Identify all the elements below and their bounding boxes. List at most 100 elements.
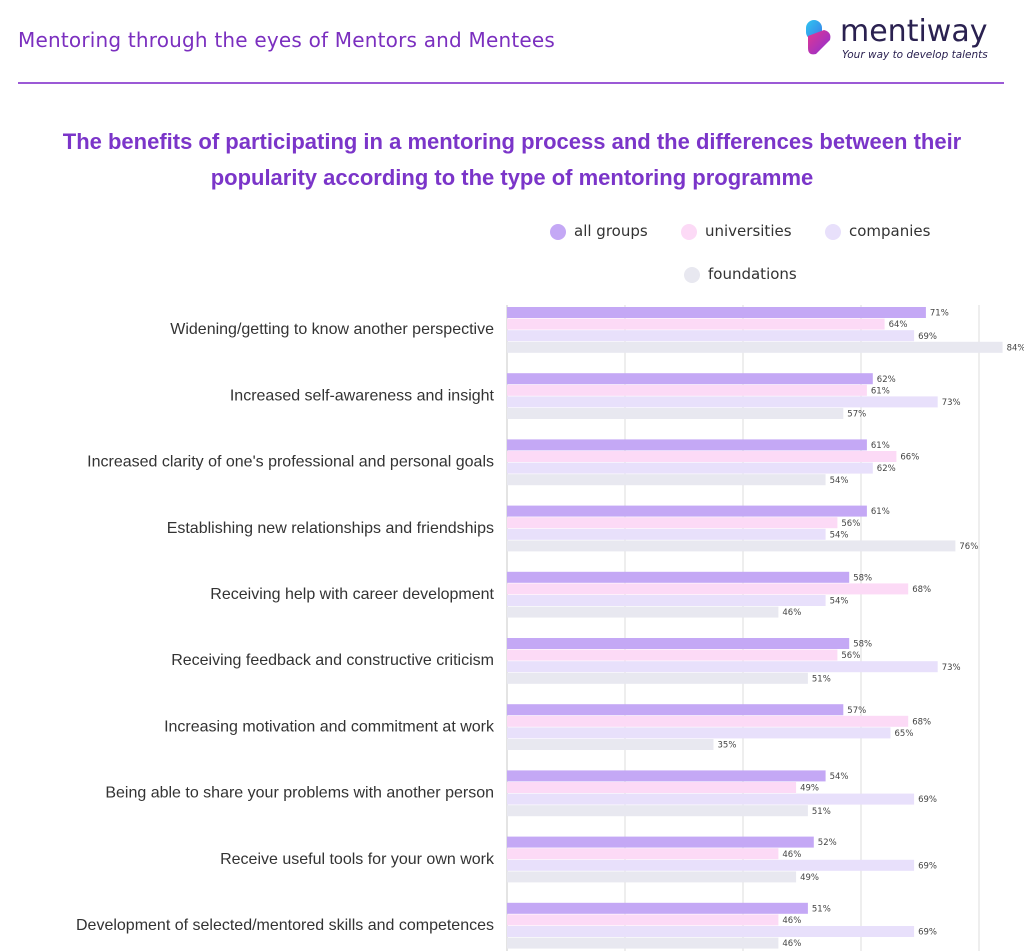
bar-value-label: 71% [930, 309, 949, 319]
bar-companies-5 [507, 661, 938, 673]
category-label: Being able to share your problems with a… [105, 785, 494, 802]
bar-universities-0 [507, 318, 885, 330]
bar-value-label: 84% [1007, 343, 1024, 353]
page-header-title: Mentoring through the eyes of Mentors an… [18, 28, 556, 52]
bar-foundations-1 [507, 408, 844, 419]
bar-value-label: 46% [782, 608, 801, 618]
bar-foundations-5 [507, 672, 808, 684]
bar-value-label: 56% [841, 651, 860, 661]
bar-foundations-7 [507, 805, 808, 817]
legend-swatch-companies [825, 224, 841, 240]
bar-value-label: 51% [812, 674, 831, 684]
legend-label: foundations [708, 265, 797, 283]
category-label: Development of selected/mentored skills … [76, 917, 494, 934]
bar-value-label: 54% [830, 772, 849, 782]
bar-value-label: 58% [853, 640, 872, 650]
bar-companies-3 [507, 528, 826, 540]
bar-value-label: 61% [871, 441, 890, 451]
bar-value-label: 61% [871, 386, 890, 396]
bar-value-label: 62% [877, 375, 896, 385]
category-label: Receiving feedback and constructive crit… [171, 652, 494, 669]
bar-value-label: 73% [942, 398, 961, 408]
bar-foundations-6 [507, 739, 714, 750]
bar-value-label: 69% [918, 861, 937, 871]
bar-all-groups-9 [507, 902, 808, 914]
legend-label: companies [849, 222, 931, 240]
legend-swatch-foundations [684, 267, 700, 283]
bar-value-label: 54% [830, 476, 849, 486]
mentiway-logo: mentiway Your way to develop talents [804, 14, 1004, 62]
bar-value-label: 49% [800, 873, 819, 883]
logo-wordmark: mentiway [840, 14, 988, 49]
logo-tagline: Your way to develop talents [842, 49, 988, 61]
category-label: Establishing new relationships and frien… [167, 520, 494, 537]
category-label: Increased clarity of one's professional … [87, 454, 494, 471]
bar-value-label: 68% [912, 585, 931, 595]
chart-title: The benefits of participating in a mento… [20, 124, 1004, 196]
bar-companies-9 [507, 926, 915, 937]
bar-foundations-9 [507, 937, 779, 949]
legend-swatch-universities [681, 224, 697, 240]
category-label: Receive useful tools for your own work [220, 851, 495, 868]
bar-universities-7 [507, 782, 797, 793]
bar-all-groups-6 [507, 704, 844, 716]
bar-foundations-3 [507, 540, 956, 552]
bar-value-label: 54% [830, 530, 849, 540]
bar-value-label: 62% [877, 464, 896, 474]
bar-all-groups-4 [507, 571, 850, 583]
bar-companies-1 [507, 396, 938, 408]
bar-universities-5 [507, 649, 838, 661]
bar-companies-7 [507, 793, 915, 805]
bar-foundations-8 [507, 871, 797, 883]
bar-foundations-0 [507, 341, 1003, 353]
category-label: Receiving help with career development [210, 586, 494, 603]
bar-value-label: 56% [841, 519, 860, 529]
bar-value-label: 57% [847, 410, 866, 420]
bar-all-groups-7 [507, 770, 826, 782]
bar-value-label: 51% [812, 807, 831, 817]
bar-universities-2 [507, 451, 897, 462]
bar-value-label: 52% [818, 838, 837, 848]
bar-universities-1 [507, 384, 867, 396]
chart-title-line-1: The benefits of participating in a mento… [62, 129, 962, 154]
bar-all-groups-1 [507, 373, 873, 385]
bar-value-label: 51% [812, 904, 831, 914]
bar-value-label: 66% [900, 453, 919, 463]
legend-swatch-all-groups [550, 224, 566, 240]
bar-value-label: 69% [918, 928, 937, 938]
category-label: Increased self-awareness and insight [230, 387, 495, 404]
bar-universities-3 [507, 517, 838, 529]
bar-value-label: 64% [889, 320, 908, 330]
bar-value-label: 69% [918, 795, 937, 805]
header-divider [18, 82, 1004, 84]
category-label: Increasing motivation and commitment at … [164, 718, 495, 735]
bar-universities-4 [507, 583, 909, 595]
bar-value-label: 68% [912, 717, 931, 727]
legend-label: all groups [574, 222, 648, 240]
bar-universities-6 [507, 715, 909, 727]
bar-value-label: 69% [918, 332, 937, 342]
bar-value-label: 46% [782, 850, 801, 860]
category-label: Widening/getting to know another perspec… [170, 321, 494, 338]
legend-label: universities [705, 222, 792, 240]
bar-value-label: 57% [847, 706, 866, 716]
bar-all-groups-3 [507, 505, 867, 517]
bar-companies-2 [507, 462, 873, 474]
bar-all-groups-0 [507, 307, 926, 318]
bar-all-groups-8 [507, 836, 814, 848]
bar-companies-4 [507, 595, 826, 606]
chart-title-line-2: popularity according to the type of ment… [210, 165, 814, 190]
bar-value-label: 61% [871, 507, 890, 517]
bar-foundations-2 [507, 474, 826, 486]
bar-value-label: 73% [942, 663, 961, 673]
bar-value-label: 65% [895, 729, 914, 739]
bar-companies-8 [507, 859, 915, 871]
bar-value-label: 46% [782, 939, 801, 949]
bar-value-label: 54% [830, 597, 849, 607]
bar-all-groups-5 [507, 638, 850, 649]
bar-value-label: 49% [800, 784, 819, 794]
bar-companies-6 [507, 727, 891, 739]
bar-value-label: 58% [853, 573, 872, 583]
bar-value-label: 46% [782, 916, 801, 926]
